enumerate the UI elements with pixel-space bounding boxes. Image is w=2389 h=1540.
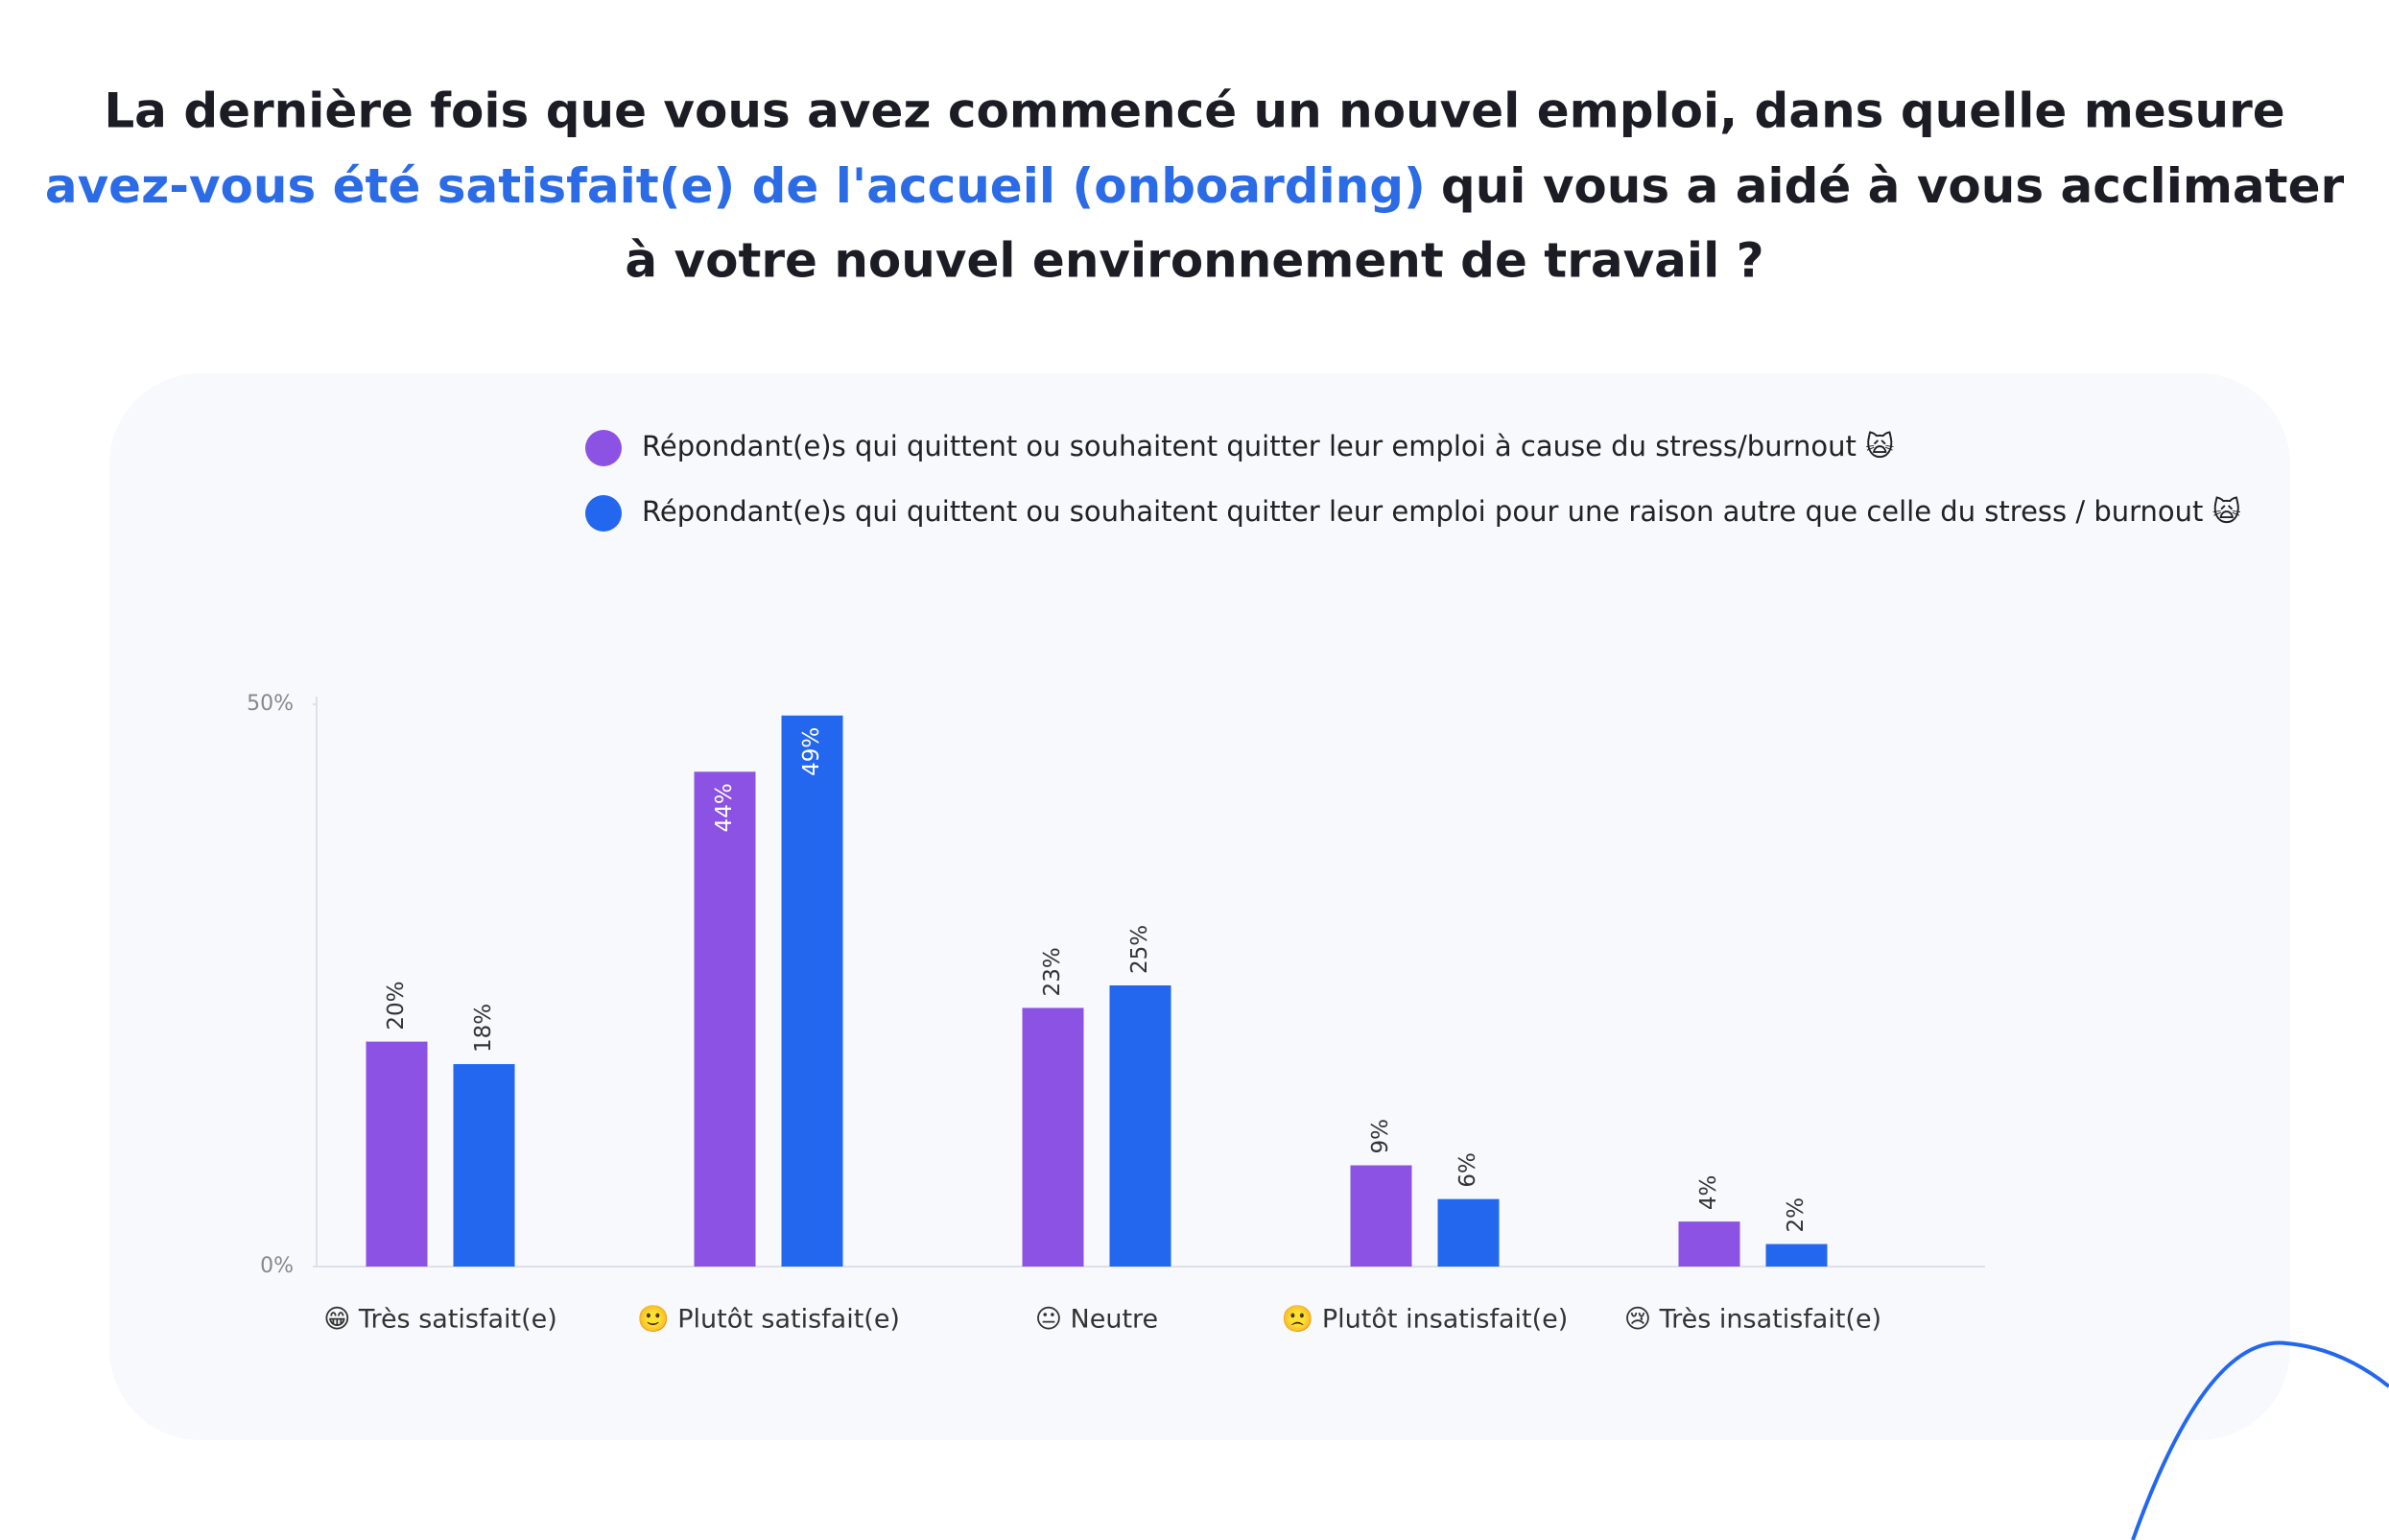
bar	[781, 715, 843, 1267]
plot: 0% 50% Répondant(e)s qui quittent ou souha…	[247, 430, 2241, 1335]
title-part: qui vous a aidé à vous acclimater	[1441, 158, 2345, 214]
legend-label: Répondant(e)s qui quittent ou souhaitent…	[642, 430, 1894, 462]
x-tick-label: 🙁 Plutôt insatisfait(e)	[1282, 1305, 1569, 1335]
y-tick-label: 50%	[247, 692, 294, 716]
title-line: à votre nouvel environnement de travail …	[625, 233, 1763, 289]
value-label: 4%	[1696, 1175, 1721, 1211]
x-tick-label: 😢 Très insatisfait(e)	[1624, 1305, 1881, 1335]
bar	[366, 1041, 428, 1267]
x-tick-label: 😁 Très satisfait(e)	[323, 1305, 557, 1335]
bar	[1109, 985, 1171, 1267]
y-tick-label: 0%	[260, 1254, 294, 1278]
legend-marker	[585, 495, 622, 532]
x-tick-label: 🙂 Plutôt satisfait(e)	[637, 1305, 900, 1335]
bar	[694, 771, 756, 1267]
value-label: 49%	[799, 727, 824, 776]
bar	[1437, 1198, 1500, 1267]
value-label: 2%	[1784, 1197, 1809, 1233]
legend-marker	[585, 430, 622, 466]
value-label: 44%	[712, 783, 737, 832]
bar	[1765, 1244, 1828, 1267]
value-label: 18%	[471, 1004, 496, 1053]
title-line: La dernière fois que vous avez commencé …	[104, 83, 2284, 139]
x-tick-label: 😐 Neutre	[1035, 1305, 1158, 1335]
card	[109, 373, 2290, 1440]
bar	[1678, 1221, 1740, 1267]
title-line: avez-vous été satisfait(e) de l'accueil …	[45, 158, 2345, 214]
decorative-curve	[2131, 1340, 2389, 1540]
legend-label: Répondant(e)s qui quittent ou souhaitent…	[642, 495, 2241, 528]
bar	[1022, 1007, 1084, 1267]
value-label: 23%	[1040, 947, 1065, 996]
bar	[1350, 1165, 1412, 1267]
bar	[453, 1064, 515, 1267]
value-label: 25%	[1127, 925, 1152, 974]
title-highlight: avez-vous été satisfait(e) de l'accueil …	[45, 158, 1426, 214]
value-label: 20%	[384, 981, 409, 1030]
value-label: 9%	[1368, 1119, 1393, 1154]
value-label: 6%	[1455, 1152, 1480, 1188]
